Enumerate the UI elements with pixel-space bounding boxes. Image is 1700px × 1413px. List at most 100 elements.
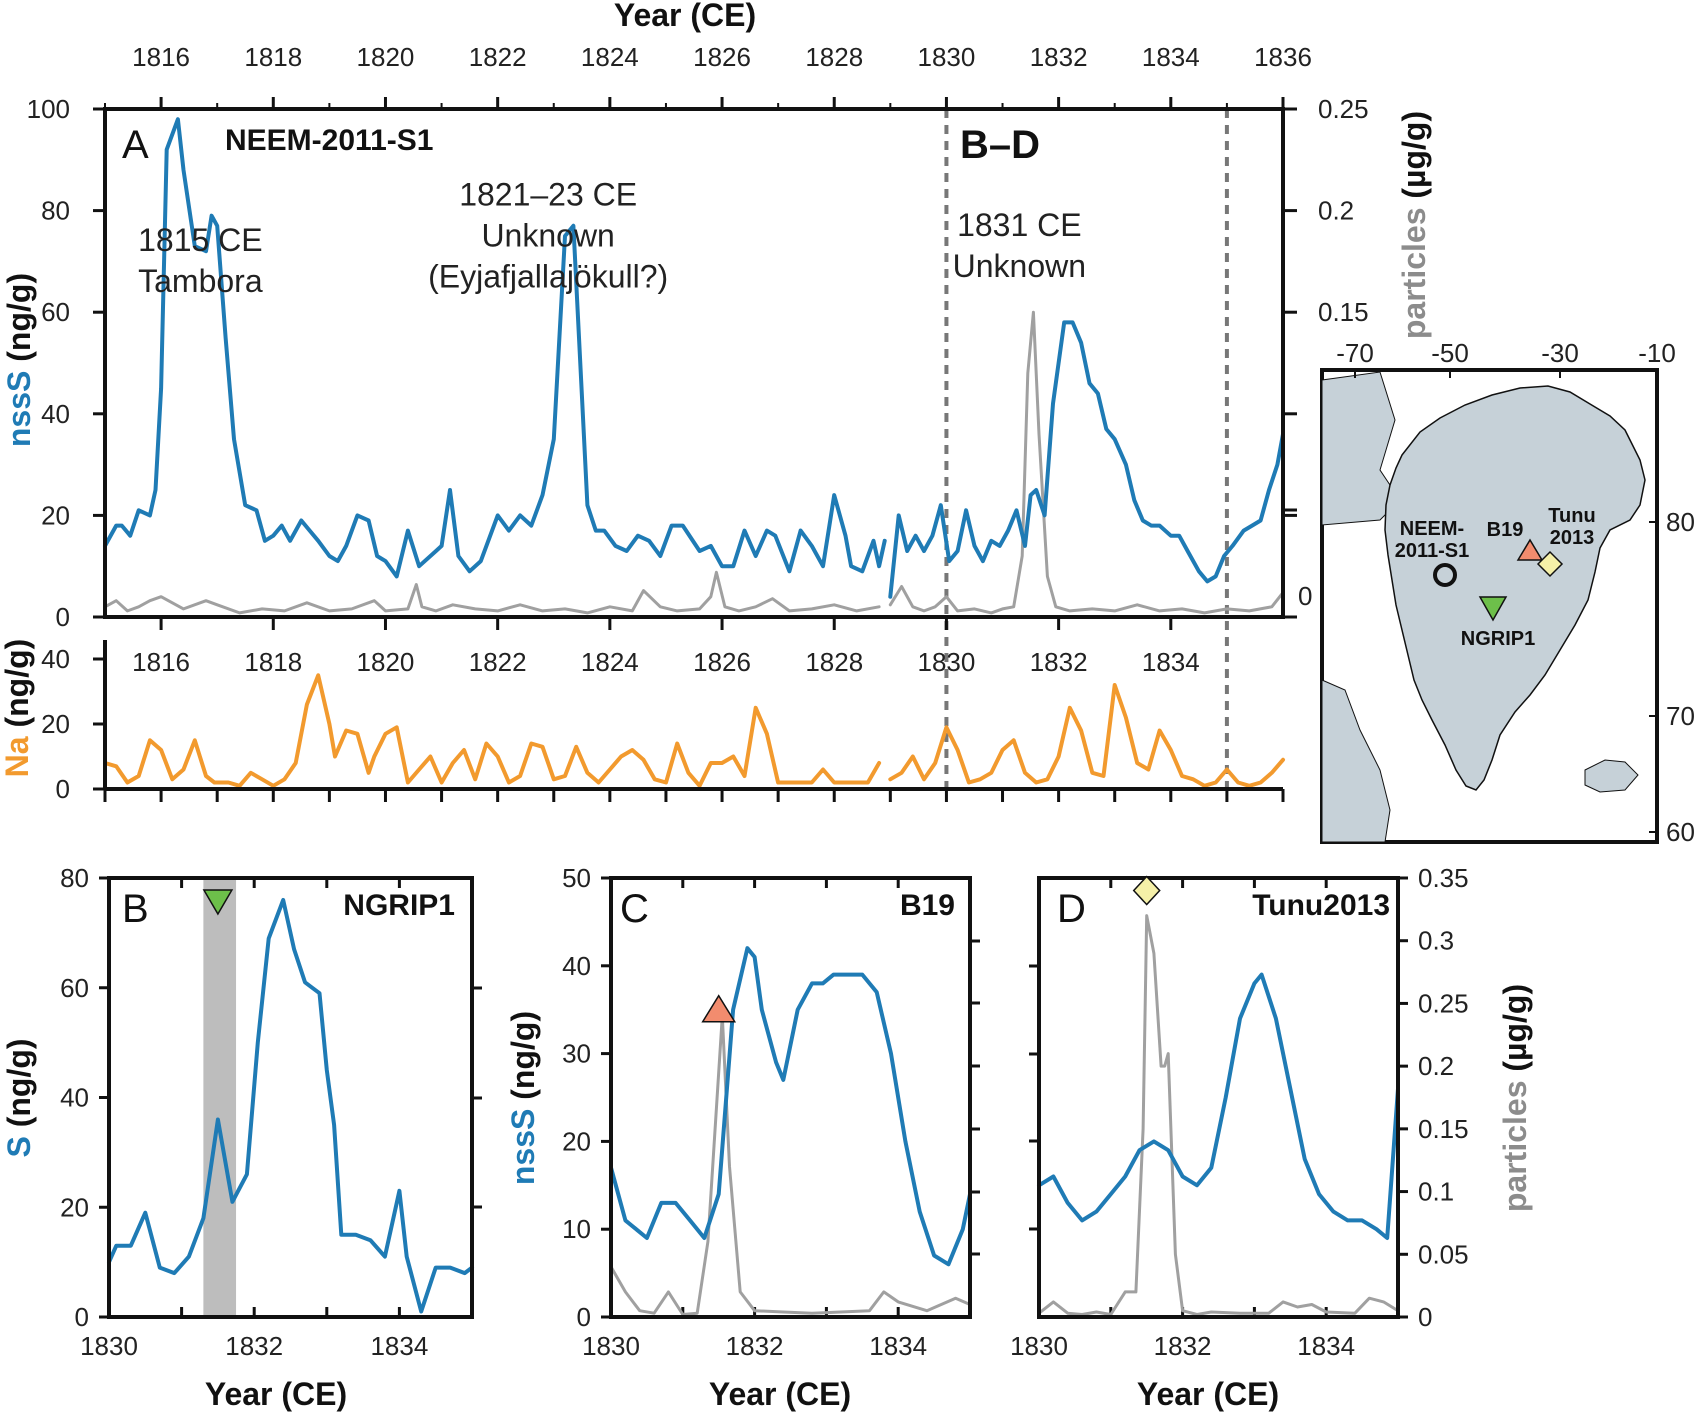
event-annotation: Unknown (481, 218, 614, 254)
particles-axis-title-d: particles (µg/g) (1497, 984, 1533, 1212)
left-y-tick-label: 20 (41, 500, 70, 530)
greenland-map: -70 -50 -30 -10 80 70 60 NEEM-2011-S1 B19 Tunu… (1283, 338, 1695, 847)
x-tick-label: 1832 (726, 1331, 784, 1361)
nsss-line-d (1037, 972, 1400, 1240)
neem-label-line1: NEEM- (1400, 518, 1464, 540)
map-lat-tick-label: 80 (1666, 507, 1695, 537)
y-tick-label: 40 (60, 1083, 89, 1113)
nsss-axis-title-var: nssS (1, 371, 37, 447)
panel-a-annotations: 1815 CE Tambora 1821–23 CE Unknown (Eyjafjal… (138, 177, 1086, 300)
na-x-tick-label: 1818 (244, 647, 302, 677)
na-y-tick-label: 20 (41, 709, 70, 739)
b19-marker (701, 994, 737, 1023)
left-y-tick-label: 40 (41, 399, 70, 429)
c-axis-title: nssS (ng/g) (505, 1011, 541, 1185)
panel-c-series (609, 946, 972, 1316)
left-y-tick-label: 60 (41, 297, 70, 327)
x-tick-label: 1832 (1154, 1331, 1212, 1361)
nsss-line-a (888, 320, 1285, 599)
particles-line-a (103, 570, 881, 615)
panel-c: 1830 1832 1834 0 10 20 30 40 50 C B19 nssS (ng/g… (505, 863, 980, 1412)
event-annotation: Unknown (953, 248, 1086, 284)
particles-axis-title-a-text: particles (µg/g) (1396, 111, 1432, 339)
c-axis-title-var: nssS (505, 1109, 541, 1185)
na-x-tick-label: 1834 (1142, 647, 1200, 677)
top-x-tick-label: 1830 (918, 42, 976, 72)
top-x-tick-label: 1816 (132, 42, 190, 72)
na-y-tick-label: 0 (56, 774, 70, 804)
particles-axis-title-a: particles (µg/g) (1396, 111, 1432, 339)
particles-axis-title-d-var: particles (1497, 1081, 1533, 1213)
s-axis-title-text: S (ng/g) (1, 1038, 37, 1157)
x-tick-label: 1830 (582, 1331, 640, 1361)
c-axis-title-unit: (ng/g) (505, 1011, 541, 1109)
left-y-tick-label: 0 (56, 602, 70, 632)
na-axis-title-text: Na (ng/g) (0, 639, 35, 778)
y2-tick-label: 0.15 (1418, 1114, 1469, 1144)
panel-d-ticks: 1830 1832 1834 0 0.05 0.1 0.15 0.2 0.25 0.3 0.35 (1010, 863, 1469, 1361)
nsss-line-a (103, 117, 887, 579)
y-tick-label: 60 (60, 973, 89, 1003)
neem-site-marker (1433, 563, 1457, 587)
panel-d: 1830 1832 1834 0 0.05 0.1 0.15 0.2 0.25 0.3 0.35 D… (1010, 863, 1533, 1412)
right-y-tick-label: 0.25 (1318, 94, 1369, 124)
panel-a: Year (CE) 1816 1818 1820 1822 1824 1826 1828 18… (1, 0, 1432, 789)
map-lon-tick-label: -50 (1431, 338, 1469, 368)
sodium-series (103, 673, 1285, 788)
map-land-southwest (1321, 679, 1391, 843)
particles-axis-title-d-text: particles (µg/g) (1497, 984, 1533, 1212)
event-annotation: 1815 CE (138, 222, 263, 258)
panel-d-frame (1037, 876, 1400, 1319)
right-y-tick-label: 0 (1298, 581, 1312, 611)
neem-label-line2: 2011-S1 (1395, 540, 1470, 562)
c-axis-title-text: nssS (ng/g) (505, 1011, 541, 1185)
y-tick-label: 0 (577, 1302, 591, 1332)
na-x-tick-label: 1816 (132, 647, 190, 677)
map-lon-tick-label: -10 (1638, 338, 1676, 368)
event-annotation: 1821–23 CE (459, 177, 637, 213)
nsss-line-c (609, 946, 972, 1267)
y-tick-label: 30 (562, 1039, 591, 1069)
panel-b-title: NGRIP1 (343, 889, 455, 922)
panel-a-right-y-ticks: 0 0.15 0.2 0.25 (1283, 94, 1369, 619)
panel-d-xlabel: Year (CE) (1137, 1376, 1279, 1412)
panel-a-sodium: 0 20 40 1816 1818 1820 1822 1824 1826 1828 1830 183… (0, 617, 1285, 804)
y2-tick-label: 0.2 (1418, 1051, 1454, 1081)
panel-a-label: A (122, 123, 149, 167)
map-land-iceland (1584, 759, 1639, 793)
x-tick-label: 1834 (1297, 1331, 1355, 1361)
particles-line-a (888, 310, 1285, 615)
y2-tick-label: 0.3 (1418, 926, 1454, 956)
tunu-site-marker (1536, 550, 1564, 578)
nsss-axis-title-text: nssS (ng/g) (1, 273, 37, 447)
map-ticks: -70 -50 -30 -10 80 70 60 (1283, 338, 1695, 847)
s-axis-title: S (ng/g) (1, 1038, 37, 1157)
nsss-axis-title-unit: (ng/g) (1, 273, 37, 371)
event-annotation: (Eyjafjallajökull?) (428, 259, 668, 295)
map-lon-tick-label: -70 (1336, 338, 1374, 368)
top-x-tick-label: 1818 (244, 42, 302, 72)
x-tick-label: 1834 (869, 1331, 927, 1361)
particles-axis-title-a-unit: (µg/g) (1396, 111, 1432, 208)
b19-site-label: B19 (1487, 519, 1524, 541)
y2-tick-label: 0.25 (1418, 988, 1469, 1018)
nsss-axis-title: nssS (ng/g) (1, 273, 37, 447)
ngrip-marker (202, 889, 234, 916)
s-line-b (107, 898, 474, 1314)
y-tick-label: 40 (562, 951, 591, 981)
panel-c-title: B19 (900, 889, 955, 922)
tunu-diamond-marker (1132, 875, 1161, 906)
na-line (888, 683, 1285, 788)
panel-d-series (1037, 914, 1400, 1316)
top-x-tick-label: 1826 (693, 42, 751, 72)
y2-tick-label: 0.35 (1418, 863, 1469, 893)
y2-tick-label: 0.05 (1418, 1239, 1469, 1269)
panel-a-left-y-ticks: 0 20 40 60 80 100 (27, 94, 105, 632)
panel-b-ticks: 1830 1832 1834 0 20 40 60 80 (60, 863, 482, 1361)
map-land-greenland (1384, 385, 1646, 791)
na-y-tick-label: 40 (41, 644, 70, 674)
panel-b-xlabel: Year (CE) (205, 1376, 347, 1412)
top-x-tick-label: 1836 (1254, 42, 1312, 72)
panel-b-shaded-band (203, 878, 237, 1317)
y2-tick-label: 0.1 (1418, 1177, 1454, 1207)
